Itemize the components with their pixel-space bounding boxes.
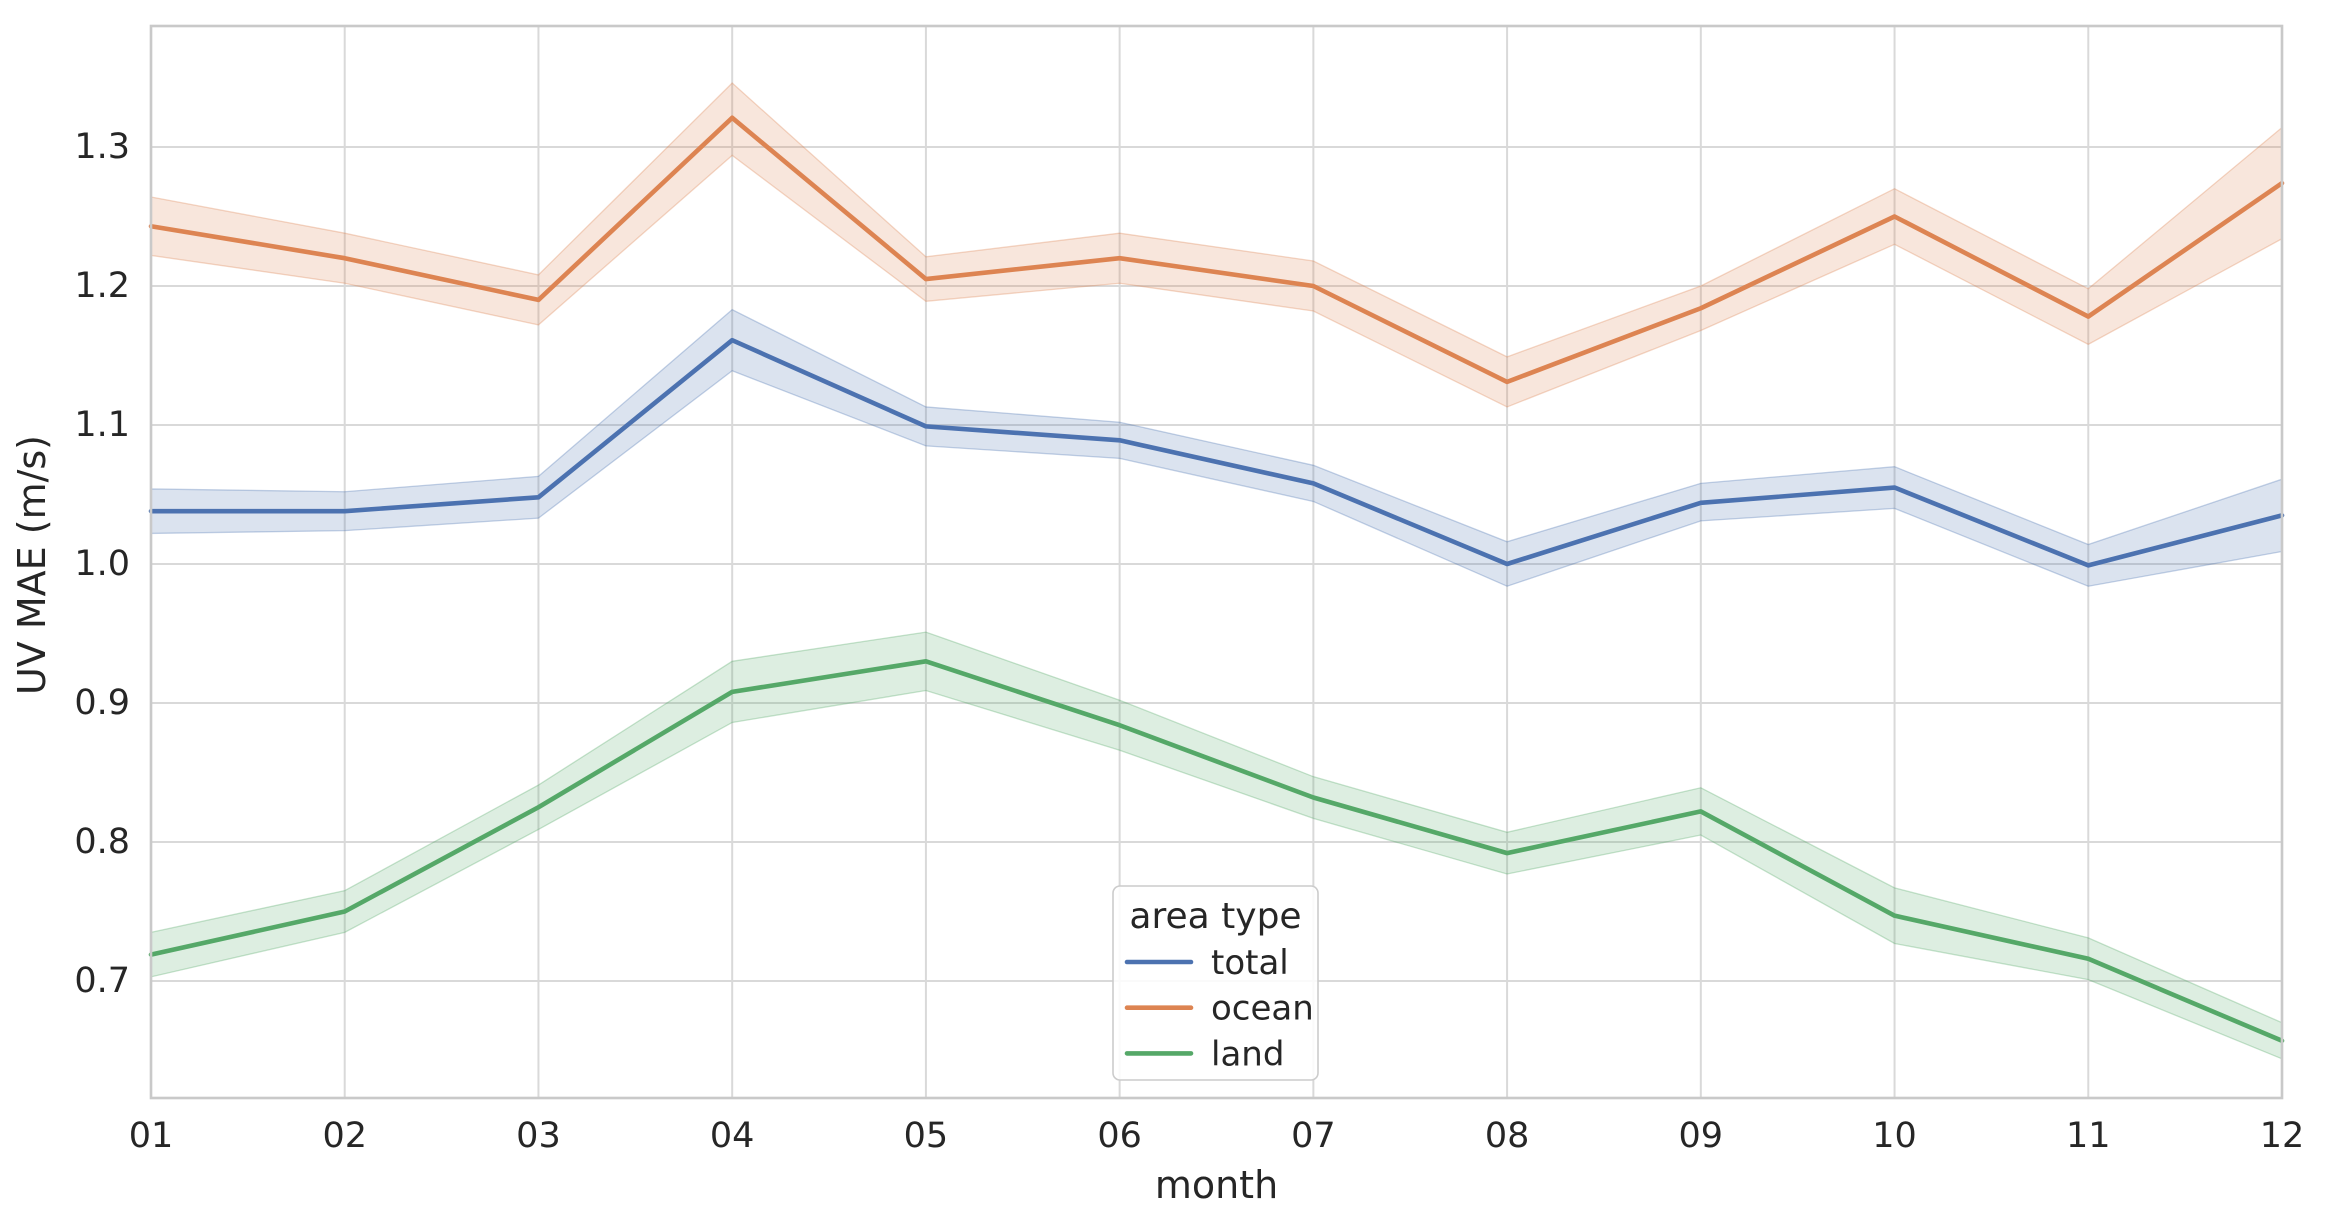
x-tick-label: 12 (2260, 1116, 2305, 1156)
total-line (148, 337, 2285, 568)
land-line (148, 658, 2285, 1044)
legend-title: area type (1129, 896, 1301, 937)
y-tick-label: 0.8 (74, 822, 130, 862)
ocean-line (148, 115, 2285, 385)
x-tick-label: 03 (516, 1116, 561, 1156)
y-axis-tick-labels: 0.7 0.8 0.9 1.0 1.1 1.2 1.3 (74, 127, 130, 1001)
y-tick-label: 1.3 (74, 127, 130, 167)
legend-items: total ocean land (1124, 943, 1314, 1074)
y-tick-label: 1.2 (74, 266, 130, 306)
plot-border (149, 24, 2284, 1100)
y-tick-label: 0.7 (74, 961, 130, 1001)
x-tick-label: 05 (904, 1116, 949, 1156)
x-tick-label: 04 (710, 1116, 755, 1156)
legend-label-total: total (1211, 943, 1289, 983)
legend-label-land: land (1211, 1034, 1284, 1074)
x-tick-label: 09 (1679, 1116, 1724, 1156)
legend-box (1112, 885, 1319, 1081)
legend: area type total ocean land (1112, 885, 1319, 1081)
series-lines (148, 115, 2285, 1044)
x-tick-label: 07 (1291, 1116, 1336, 1156)
legend-label-ocean: ocean (1211, 989, 1314, 1029)
x-axis-tick-labels: 01 02 03 04 05 06 07 08 09 10 11 12 (129, 1116, 2305, 1156)
x-tick-label: 02 (322, 1116, 367, 1156)
x-tick-label: 11 (2066, 1116, 2111, 1156)
x-tick-label: 10 (1872, 1116, 1917, 1156)
x-axis-title: month (1155, 1163, 1278, 1207)
x-tick-label: 06 (1097, 1116, 1142, 1156)
x-tick-label: 01 (129, 1116, 174, 1156)
y-tick-label: 1.0 (74, 544, 130, 584)
x-tick-label: 08 (1485, 1116, 1530, 1156)
y-tick-label: 0.9 (74, 683, 130, 723)
y-axis-title: UV MAE (m/s) (10, 435, 54, 695)
y-tick-label: 1.1 (74, 405, 130, 445)
